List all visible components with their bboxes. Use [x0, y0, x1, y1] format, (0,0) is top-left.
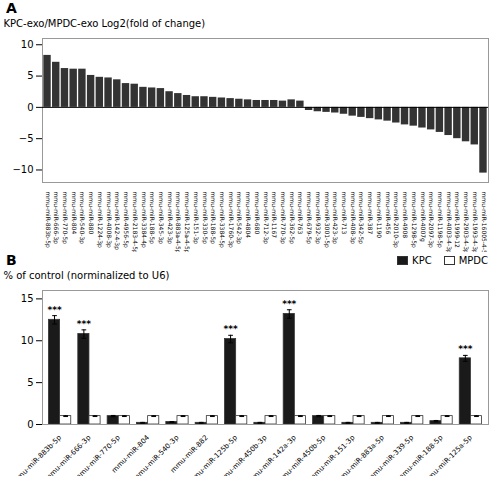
- svg-text:0: 0: [27, 419, 33, 430]
- svg-text:mmu-miR-882: mmu-miR-882: [168, 433, 210, 475]
- svg-text:10: 10: [21, 39, 34, 50]
- svg-text:mmu-miR-542-3p: mmu-miR-542-3p: [235, 192, 243, 245]
- svg-text:mmu-miR-1190: mmu-miR-1190: [376, 192, 383, 239]
- svg-text:mmu-miR-4003-4-3p: mmu-miR-4003-4-3p: [445, 192, 453, 253]
- svg-text:mmu-miR-1298-5p: mmu-miR-1298-5p: [410, 192, 418, 249]
- svg-text:mmu-miR-804: mmu-miR-804: [110, 433, 152, 475]
- svg-text:mmu-miR-2183-4-5p: mmu-miR-2183-4-5p: [131, 192, 139, 253]
- svg-text:mmu-miR-763: mmu-miR-763: [297, 192, 304, 235]
- svg-text:mmu-miR-2903-4-3p: mmu-miR-2903-4-3p: [462, 192, 470, 253]
- svg-text:mmu-miR-423-3p: mmu-miR-423-3p: [166, 192, 174, 245]
- svg-text:mmu-miR-188-5p: mmu-miR-188-5p: [209, 192, 217, 245]
- svg-text:15: 15: [21, 293, 34, 304]
- svg-text:mmu-miR-4008-3p: mmu-miR-4008-3p: [105, 192, 113, 249]
- svg-text:***: ***: [47, 305, 61, 315]
- svg-text:mmu-miR-142-4-3p: mmu-miR-142-4-3p: [113, 192, 121, 251]
- svg-text:mmu-miR-16005-4-5p: mmu-miR-16005-4-5p: [480, 192, 488, 253]
- svg-text:mmu-miR-3384-5p: mmu-miR-3384-5p: [218, 192, 226, 249]
- svg-text:% of control (norminalized to: % of control (norminalized to U6): [4, 270, 170, 281]
- svg-text:***: ***: [77, 319, 91, 329]
- html-text:B: B: [6, 252, 17, 268]
- svg-text:5: 5: [27, 377, 33, 388]
- svg-text:mmu-miR-362-5p: mmu-miR-362-5p: [288, 192, 296, 245]
- svg-text:mmu-miR-456: mmu-miR-456: [385, 192, 392, 235]
- svg-text:mmu-miR-770-5p: mmu-miR-770-5p: [61, 192, 69, 245]
- svg-text:***: ***: [458, 344, 472, 354]
- svg-text:mmu-miR-883a-4-5p: mmu-miR-883a-4-5p: [174, 192, 182, 253]
- svg-text:mmu-miR-330-5p: mmu-miR-330-5p: [201, 192, 209, 245]
- svg-text:−5: −5: [19, 133, 34, 144]
- svg-text:mmu-miR-125a-4-5p: mmu-miR-125a-4-5p: [183, 192, 191, 253]
- svg-text:***: ***: [224, 324, 238, 334]
- html-text:KPC: KPC: [412, 254, 432, 266]
- svg-text:mmu-miR-1760-3p: mmu-miR-1760-3p: [227, 192, 235, 249]
- svg-text:mmu-miR-770-3p: mmu-miR-770-3p: [279, 192, 287, 245]
- svg-text:mmu-miR-713: mmu-miR-713: [341, 192, 348, 235]
- svg-text:mmu-miR-423-3p: mmu-miR-423-3p: [331, 192, 339, 245]
- svg-text:***: ***: [282, 299, 296, 309]
- svg-text:mmu-miR-679-5p: mmu-miR-679-5p: [305, 192, 313, 245]
- svg-text:mmu-miR-3384-4p: mmu-miR-3384-4p: [140, 192, 148, 249]
- svg-text:mmu-miR-2010-3p: mmu-miR-2010-3p: [392, 192, 400, 249]
- svg-text:mmu-miR-3001-5p: mmu-miR-3001-5p: [323, 192, 331, 249]
- svg-text:mmu-miR-387: mmu-miR-387: [367, 192, 374, 235]
- svg-text:mmu-miR-1167: mmu-miR-1167: [271, 192, 278, 239]
- svg-text:mmu-miR-1999-12: mmu-miR-1999-12: [454, 192, 461, 249]
- svg-text:mmu-miR-4908: mmu-miR-4908: [402, 192, 409, 239]
- svg-text:0: 0: [27, 102, 33, 113]
- svg-text:mmu-miR-1198-5p: mmu-miR-1198-5p: [436, 192, 444, 249]
- svg-text:mmu-miR-1224-3p: mmu-miR-1224-3p: [96, 192, 104, 249]
- svg-text:mmu-miR-125a-5p: mmu-miR-125a-5p: [422, 433, 474, 476]
- svg-text:mmu-miR-883b-5p: mmu-miR-883b-5p: [44, 192, 52, 249]
- svg-text:mmu-miR-4956-5p: mmu-miR-4956-5p: [122, 192, 130, 249]
- svg-text:mmu-miR-540-3p: mmu-miR-540-3p: [78, 192, 86, 245]
- svg-text:mmu-miR-4007g: mmu-miR-4007g: [419, 192, 427, 243]
- svg-text:mmu-miR-712-3p: mmu-miR-712-3p: [262, 192, 270, 245]
- svg-text:mmu-miR-2097-3p: mmu-miR-2097-3p: [427, 192, 435, 249]
- html-text:A: A: [6, 0, 17, 16]
- svg-text:mmu-miR-666-3p: mmu-miR-666-3p: [52, 192, 60, 245]
- svg-text:mmu-miR-408-3p: mmu-miR-408-3p: [349, 192, 357, 245]
- svg-text:mmu-miR-188-5p: mmu-miR-188-5p: [148, 192, 156, 245]
- svg-text:mmu-miR-342-5p: mmu-miR-342-5p: [357, 192, 365, 245]
- svg-text:KPC-exo/MPDC-exo Log2(fold of: KPC-exo/MPDC-exo Log2(fold of change): [4, 18, 206, 29]
- svg-text:mmu-miR-680: mmu-miR-680: [254, 192, 261, 235]
- svg-text:−10: −10: [12, 164, 33, 175]
- svg-text:mmu-miR-345-3p: mmu-miR-345-3p: [157, 192, 165, 245]
- html-text:MPDC: MPDC: [458, 254, 488, 266]
- svg-text:mmu-miR-151-3p: mmu-miR-151-3p: [192, 192, 200, 245]
- svg-text:mmu-miR-4804: mmu-miR-4804: [245, 192, 252, 239]
- svg-text:mmu-miR-804: mmu-miR-804: [71, 192, 78, 235]
- svg-text:mmu-miR-1993-4-3p: mmu-miR-1993-4-3p: [471, 192, 479, 253]
- svg-text:mmu-miR-880: mmu-miR-880: [88, 192, 95, 235]
- svg-text:5: 5: [27, 70, 33, 81]
- svg-text:mmu-miR-932-3p: mmu-miR-932-3p: [314, 192, 322, 245]
- svg-text:10: 10: [21, 335, 34, 346]
